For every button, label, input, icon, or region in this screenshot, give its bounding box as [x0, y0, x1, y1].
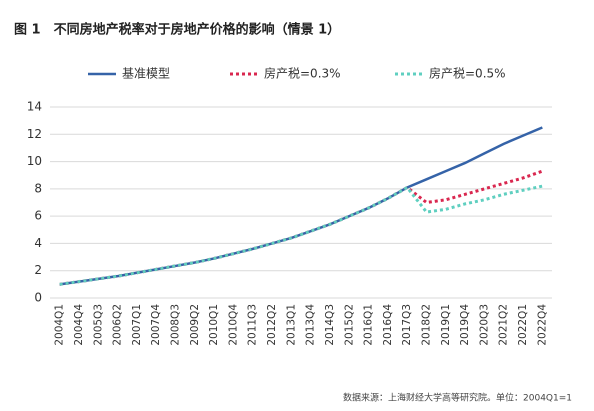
x-tick-label: 2007Q1 — [131, 304, 143, 346]
y-tick-label: 2 — [34, 263, 42, 277]
legend-label: 房产税=0.5% — [429, 66, 506, 81]
x-tick-label: 2014Q3 — [324, 304, 336, 346]
x-tick-label: 2016Q1 — [363, 304, 375, 346]
x-tick-label: 2022Q1 — [517, 304, 529, 346]
y-tick-label: 0 — [34, 291, 42, 305]
x-tick-label: 2019Q4 — [459, 304, 471, 346]
y-tick-label: 12 — [27, 127, 42, 141]
x-tick-label: 2004Q4 — [73, 304, 85, 346]
series-line — [59, 126, 543, 286]
x-tick-label: 2006Q2 — [112, 304, 124, 346]
x-tick-label: 2011Q3 — [247, 304, 259, 346]
x-tick-label: 2008Q3 — [170, 304, 182, 346]
x-tick-label: 2010Q1 — [208, 304, 220, 346]
x-tick-label: 2013Q1 — [285, 304, 297, 346]
x-tick-label: 2022Q4 — [536, 304, 548, 346]
x-tick-label: 2021Q2 — [498, 304, 510, 346]
y-tick-label: 4 — [34, 236, 42, 250]
x-tick-label: 2019Q1 — [440, 304, 452, 346]
x-tick-label: 2009Q2 — [189, 304, 201, 346]
legend-label: 房产税=0.3% — [264, 66, 341, 81]
x-tick-label: 2017Q3 — [401, 304, 413, 346]
y-tick-label: 6 — [34, 209, 42, 223]
x-tick-label: 2013Q4 — [305, 304, 317, 346]
x-tick-label: 2007Q4 — [150, 304, 162, 346]
x-tick-label: 2016Q4 — [382, 304, 394, 346]
x-tick-label: 2018Q2 — [421, 304, 433, 346]
x-tick-label: 2020Q3 — [478, 304, 490, 346]
series-line — [59, 184, 543, 286]
x-tick-label: 2012Q2 — [266, 304, 278, 346]
y-tick-label: 10 — [27, 154, 42, 168]
x-tick-label: 2005Q3 — [92, 304, 104, 346]
chart-title: 图 1 不同房地产税率对于房地产价格的影响（情景 1） — [14, 22, 340, 38]
x-tick-label: 2004Q1 — [54, 304, 66, 346]
y-tick-label: 8 — [34, 181, 42, 195]
y-tick-label: 14 — [27, 100, 42, 114]
source-note: 数据来源：上海财经大学高等研究院。单位：2004Q1=1 — [343, 392, 572, 404]
series-line — [59, 169, 543, 286]
legend-label: 基准模型 — [122, 67, 170, 81]
x-tick-label: 2015Q2 — [343, 304, 355, 346]
x-tick-label: 2010Q4 — [227, 304, 239, 346]
